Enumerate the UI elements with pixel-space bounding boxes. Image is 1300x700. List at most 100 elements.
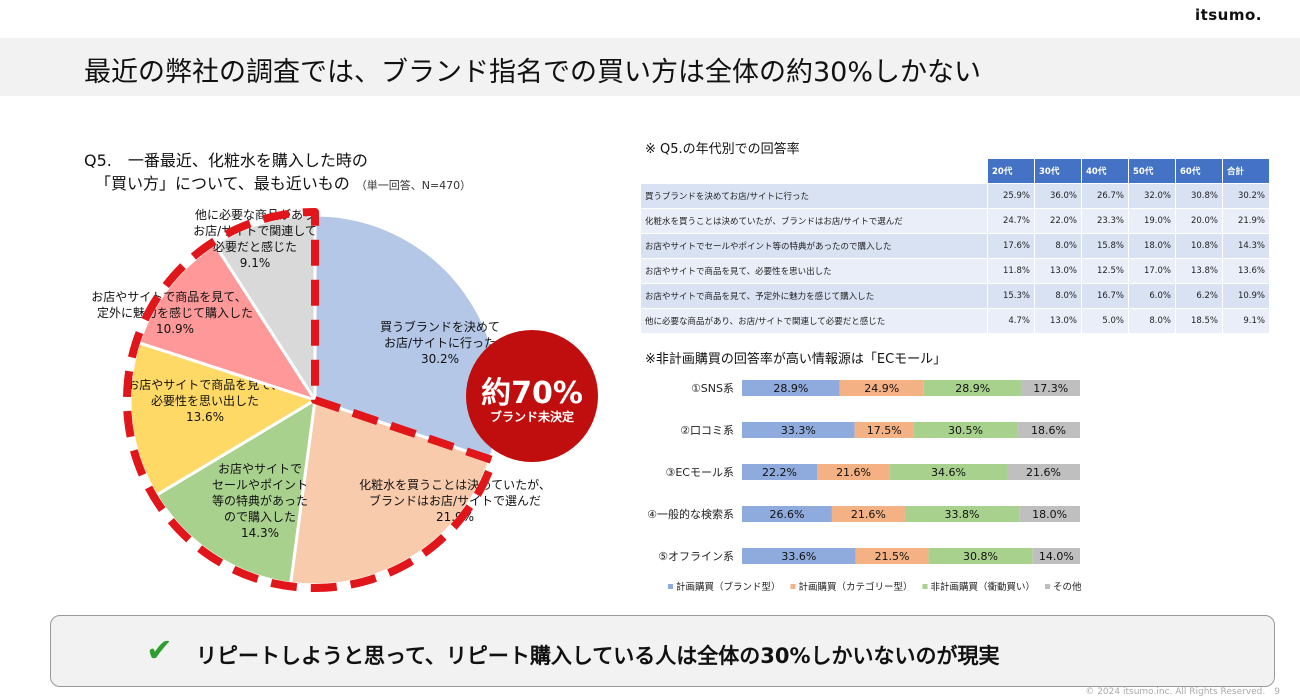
bar-value-label: 30.5% bbox=[948, 424, 983, 437]
table-cell: 32.0% bbox=[1128, 183, 1176, 209]
legend-label: 計画購買（カテゴリー型） bbox=[799, 581, 913, 593]
table-cell: 23.3% bbox=[1081, 208, 1129, 234]
table-cell: 17.6% bbox=[987, 233, 1035, 259]
table-cell: 14.3% bbox=[1222, 233, 1270, 259]
stacked-bar-chart: ①SNS系 28.9% 24.9% 28.9% 17.3% ②口コミ系 33.3% 17.5%… bbox=[647, 380, 1082, 593]
table-cell: 12.5% bbox=[1081, 258, 1129, 284]
age-rate-table: 20代 30代 40代 50代 60代 合計 買うブランドを決めてお店/サイトに行った 25… bbox=[640, 158, 1270, 334]
bar-segment bbox=[890, 464, 1007, 480]
bar-segment bbox=[1032, 548, 1080, 564]
footer-copyright: © 2024 itsumo.inc. All Rights Reserved. … bbox=[1085, 687, 1280, 697]
table-row-label: 買うブランドを決めてお店/サイトに行った bbox=[640, 183, 988, 209]
bar-segment bbox=[817, 464, 891, 480]
bar-segment bbox=[742, 380, 840, 396]
conclusion-box: ✔ リピートしようと思って、リピート購入している人は全体の30%しかいないのが現… bbox=[50, 615, 1275, 687]
table-row: 化粧水を買うことは決めていたが、ブランドはお店/サイトで選んだ 24.7% 22.0… bbox=[640, 208, 1270, 234]
bar-segment bbox=[854, 422, 914, 438]
table-cell: 18.0% bbox=[1128, 233, 1176, 259]
table-row: 他に必要な商品があり、お店/サイトで関連して必要だと感じた 4.7% 13.0% 5.… bbox=[640, 308, 1270, 334]
bar-category-label: ②口コミ系 bbox=[680, 424, 734, 437]
bar-segment bbox=[855, 548, 929, 564]
table-header-cell: 30代 bbox=[1034, 158, 1082, 184]
table-cell: 9.1% bbox=[1222, 308, 1270, 334]
bar-segment bbox=[928, 548, 1033, 564]
bar-segment bbox=[904, 506, 1020, 522]
table-row-label: お店やサイトで商品を見て、必要性を思い出した bbox=[640, 258, 988, 284]
table-cell: 36.0% bbox=[1034, 183, 1082, 209]
bar-value-label: 24.9% bbox=[864, 382, 899, 395]
table-cell: 20.0% bbox=[1175, 208, 1223, 234]
table-header-cell: 50代 bbox=[1128, 158, 1176, 184]
legend-swatch bbox=[1045, 584, 1050, 589]
bar-value-label: 17.3% bbox=[1033, 382, 1068, 395]
bar-value-label: 33.3% bbox=[781, 424, 816, 437]
bar-chart-title: ※非計画購買の回答率が高い情報源は「ECモール」 bbox=[645, 352, 947, 367]
table-row-label: お店やサイトでセールやポイント等の特典があったので購入した bbox=[640, 233, 988, 259]
table-cell: 11.8% bbox=[987, 258, 1035, 284]
table-cell: 24.7% bbox=[987, 208, 1035, 234]
bar-segment bbox=[831, 506, 905, 522]
bar-value-label: 14.0% bbox=[1039, 550, 1074, 563]
bar-segment bbox=[923, 380, 1022, 396]
table-cell: 13.6% bbox=[1222, 258, 1270, 284]
table-header-cell: 20代 bbox=[987, 158, 1035, 184]
unplanned-highlight bbox=[123, 208, 498, 592]
table-cell: 18.5% bbox=[1175, 308, 1223, 334]
table-row: 買うブランドを決めてお店/サイトに行った 25.9% 36.0% 26.7% 32.0%… bbox=[640, 183, 1270, 209]
bar-segment bbox=[839, 380, 924, 396]
table-cell: 15.8% bbox=[1081, 233, 1129, 259]
question-line-2: 「買い方」について、最も近いもの （単一回答、N=470） bbox=[95, 170, 471, 194]
table-title: ※ Q5.の年代別での回答率 bbox=[645, 142, 800, 157]
bar-segment bbox=[1006, 464, 1080, 480]
bar-category-label: ③ECモール系 bbox=[666, 466, 735, 479]
question-line-2-text: 「買い方」について、最も近いもの bbox=[95, 174, 350, 193]
table-cell: 6.0% bbox=[1128, 283, 1176, 309]
legend-label: 非計画購買（衝動買い） bbox=[931, 581, 1036, 593]
checkmark-icon: ✔ bbox=[146, 631, 173, 669]
pie-slice-label: お店やサイトでセールやポイント等の特典があったので購入した 14.3% bbox=[212, 462, 308, 540]
title-band bbox=[0, 38, 1300, 96]
table-row: お店やサイトで商品を見て、予定外に魅力を感じて購入した 15.3% 8.0% 16.7… bbox=[640, 283, 1270, 309]
table-cell: 13.0% bbox=[1034, 308, 1082, 334]
table-cell: 8.0% bbox=[1034, 233, 1082, 259]
table-cell: 10.9% bbox=[1222, 283, 1270, 309]
table-cell: 26.7% bbox=[1081, 183, 1129, 209]
table-row: お店やサイトでセールやポイント等の特典があったので購入した 17.6% 8.0% 15… bbox=[640, 233, 1270, 259]
table-cell: 8.0% bbox=[1034, 283, 1082, 309]
pie-slice-label: 化粧水を買うことは決めていたが、ブランドはお店/サイトで選んだ 21.9% bbox=[359, 477, 551, 524]
table-cell: 25.9% bbox=[987, 183, 1035, 209]
pie-slice-label: お店やサイトで商品を見て、必要性を思い出した 13.6% bbox=[127, 377, 282, 424]
badge-value: 約70% bbox=[481, 376, 583, 411]
bar-segment bbox=[742, 422, 855, 438]
bar-value-label: 33.8% bbox=[945, 508, 980, 521]
table-body: 買うブランドを決めてお店/サイトに行った 25.9% 36.0% 26.7% 32.0%… bbox=[640, 183, 1270, 334]
bar-value-label: 30.8% bbox=[963, 550, 998, 563]
legend-label: その他 bbox=[1053, 581, 1082, 593]
bar-segment bbox=[1019, 506, 1080, 522]
question-line-1: Q5. 一番最近、化粧水を購入した時の bbox=[84, 151, 368, 170]
bar-value-label: 21.5% bbox=[875, 550, 910, 563]
legend-label: 計画購買（ブランド型） bbox=[676, 581, 781, 593]
table-cell: 16.7% bbox=[1081, 283, 1129, 309]
bar-value-label: 33.6% bbox=[781, 550, 816, 563]
table-cell: 17.0% bbox=[1128, 258, 1176, 284]
bar-value-label: 21.6% bbox=[1026, 466, 1061, 479]
company-logo: itsumo. bbox=[1194, 6, 1262, 24]
bar-value-label: 34.6% bbox=[931, 466, 966, 479]
bar-segment bbox=[913, 422, 1018, 438]
table-cell: 22.0% bbox=[1034, 208, 1082, 234]
table-row: お店やサイトで商品を見て、必要性を思い出した 11.8% 13.0% 12.5% 17.… bbox=[640, 258, 1270, 284]
legend-swatch bbox=[668, 584, 673, 589]
bar-category-label: ①SNS系 bbox=[691, 382, 734, 395]
table-cell: 4.7% bbox=[987, 308, 1035, 334]
bar-value-label: 21.6% bbox=[836, 466, 871, 479]
table-cell: 8.0% bbox=[1128, 308, 1176, 334]
table-cell: 21.9% bbox=[1222, 208, 1270, 234]
bar-segment bbox=[742, 548, 856, 564]
table-cell: 15.3% bbox=[987, 283, 1035, 309]
table-header-cell: 40代 bbox=[1081, 158, 1129, 184]
table-header-blank bbox=[640, 158, 988, 184]
table-cell: 13.8% bbox=[1175, 258, 1223, 284]
unplanned-badge: 約70% ブランド未決定 bbox=[466, 330, 598, 462]
table-header-cell: 60代 bbox=[1175, 158, 1223, 184]
